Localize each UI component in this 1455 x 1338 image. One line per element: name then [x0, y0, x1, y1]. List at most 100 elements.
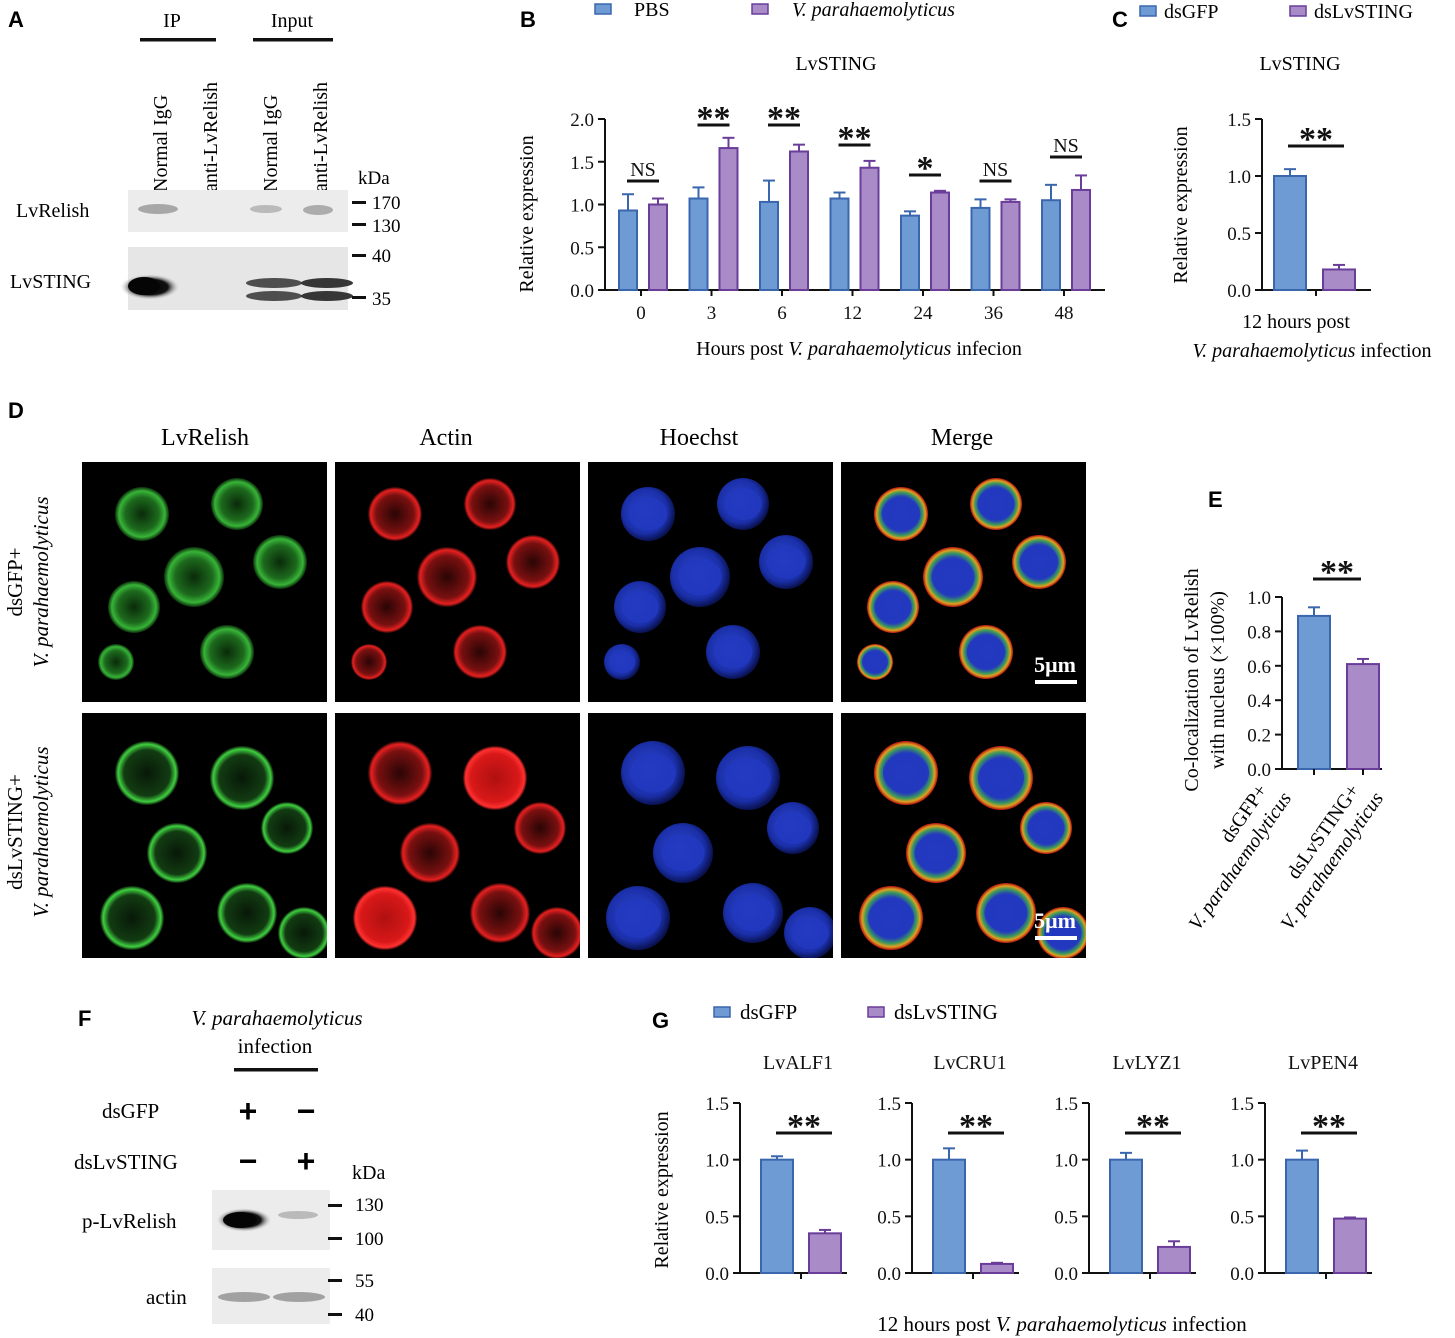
- cell: [211, 478, 263, 530]
- row-label-d2-line2: V. parahaemolyticus: [29, 746, 53, 917]
- legend-swatch-dslvsting-g: [867, 1006, 885, 1018]
- cell-nucleus: [628, 497, 668, 531]
- x-label-c-line1: 12 hours post: [1242, 311, 1350, 333]
- cell-nucleus: [874, 590, 912, 624]
- panel-letter-e: E: [1208, 487, 1223, 512]
- x-label-c-line2: V. parahaemolyticus infection: [1192, 340, 1431, 362]
- sig-b-48h: NS: [1053, 135, 1079, 157]
- panel-d: D LvRelish Actin Hoechst Merge dsGFP+ V.…: [3, 398, 1086, 958]
- row-label-d2-line1: dsLvSTING+: [3, 774, 27, 890]
- cell: [200, 625, 254, 679]
- subchart-title-lvcru1: LvCRU1: [933, 1052, 1006, 1074]
- cell-nucleus: [1044, 916, 1082, 950]
- chart-c-y-tick-label: 0.5: [1227, 224, 1251, 245]
- chart-g-lvlyz1-y-tick-label: 0.0: [1054, 1264, 1078, 1285]
- cell-nucleus: [713, 635, 753, 669]
- cell-nucleus: [609, 650, 635, 674]
- bar-g-dsgfp-lvcru1: [932, 1158, 966, 1274]
- cell: [278, 907, 327, 958]
- cell-nucleus: [966, 635, 1006, 669]
- f-sign-dsgfp-1: +: [239, 1093, 258, 1129]
- chart-g-lvcru1-y-tick-label: 1.5: [877, 1094, 901, 1115]
- panel-letter-b: B: [520, 7, 536, 32]
- bar-g-dsgfp-lvlyz1: [1109, 1158, 1143, 1274]
- scale-bar-row1: [1035, 680, 1077, 684]
- panel-a: A IP Input Normal IgG anti-LvRelish Norm…: [8, 7, 401, 310]
- cells-row1-panel1: [98, 478, 307, 680]
- chart-g-lvcru1-y-tick-label: 0.5: [877, 1207, 901, 1228]
- panel-f: F V. parahaemolyticus infection dsGFP ds…: [74, 1006, 385, 1326]
- cell-nucleus: [774, 811, 812, 845]
- cell-nucleus: [881, 497, 921, 531]
- chart-g-lvalf1-y-tick-label: 0.5: [705, 1207, 729, 1228]
- cell-nucleus: [678, 558, 722, 596]
- y-label-c: Relative expression: [1170, 126, 1192, 283]
- cell: [115, 741, 179, 805]
- panel-letter-g: G: [652, 1008, 669, 1033]
- marker-170: 170: [372, 193, 401, 214]
- cells-row2-panel4: [859, 741, 1086, 958]
- col-label-hoechst: Hoechst: [660, 425, 739, 451]
- chart-c-y-tick-label: 0.0: [1227, 281, 1251, 302]
- bar-g-dsgfp-lvpen4: [1285, 1158, 1319, 1274]
- bar-vp-24h: [930, 191, 950, 291]
- cell: [453, 625, 507, 679]
- x-tick-label-36h: 36: [984, 303, 1003, 324]
- row-label-d1-line1: dsGFP+: [3, 547, 27, 616]
- panel-letter-a: A: [8, 7, 24, 32]
- x-tick-label-0h: 0: [636, 303, 646, 324]
- cell: [147, 823, 207, 883]
- f-row-dslvsting: dsLvSTING: [74, 1150, 178, 1174]
- chart-b: 0.0 0.5 1.0 1.5 2.0 0 NS 3 ** 6 ** 12 ** 24 * 36 NS 48 NS: [570, 100, 1105, 324]
- cell: [261, 802, 313, 854]
- cell: [98, 644, 134, 680]
- scale-bar-row2: [1035, 936, 1077, 940]
- subchart-lvlyz1: LvLYZ1 0.0 0.5 1.0 1.5 **: [1054, 1052, 1196, 1285]
- chart-g-lvlyz1-y-tick-label: 1.5: [1054, 1094, 1078, 1115]
- bar-vp-6h: [789, 150, 809, 291]
- cell: [164, 547, 224, 607]
- cell-nucleus: [621, 590, 659, 624]
- sig-g-lvcru1: **: [959, 1108, 993, 1145]
- lane-label-4: anti-LvRelish: [310, 82, 332, 192]
- lane-label-3: Normal IgG: [260, 95, 282, 192]
- cell: [217, 883, 277, 943]
- f-sign-dslvsting-1: −: [239, 1143, 258, 1179]
- legend-label-dsgfp-g: dsGFP: [740, 1000, 797, 1024]
- bar-g-dslvsting-lvlyz1: [1157, 1245, 1191, 1275]
- panel-c: C dsGFP dsLvSTING LvSTING Relative expre…: [1112, 1, 1432, 362]
- subchart-lvcru1: LvCRU1 0.0 0.5 1.0 1.5 **: [877, 1052, 1019, 1285]
- panel-letter-d: D: [8, 398, 24, 423]
- bar-vp-3h: [718, 147, 739, 291]
- chart-e-y-tick-label: 1.0: [1247, 588, 1271, 609]
- cell: [368, 741, 432, 805]
- legend-swatch-dsgfp-g: [713, 1006, 731, 1018]
- cell-nucleus: [862, 650, 888, 674]
- row-label-d1-line2: V. parahaemolyticus: [29, 496, 53, 667]
- x-tick-label-6h: 6: [777, 303, 787, 324]
- marker-40-f: 40: [355, 1305, 374, 1326]
- chart-e-y-tick-label: 0.0: [1247, 760, 1271, 781]
- panel-e: E Co-localization of LvRelish with nucle…: [1181, 487, 1388, 934]
- cell-nucleus: [914, 834, 958, 872]
- cell: [353, 886, 417, 950]
- col-label-lvrelish: LvRelish: [161, 425, 249, 451]
- chart-c-y-tick-label: 1.0: [1227, 167, 1251, 188]
- bar-pbs-36h: [970, 206, 991, 291]
- x-tick-label-24h: 24: [914, 303, 934, 324]
- sig-g-lvlyz1: **: [1136, 1108, 1170, 1145]
- chart-c: 0.0 0.5 1.0 1.5 **: [1227, 110, 1371, 302]
- cells-row2-panel1: [100, 741, 327, 958]
- f-header-line1: V. parahaemolyticus: [191, 1006, 362, 1030]
- bar-pbs-0h: [618, 209, 638, 291]
- chart-e-y-tick-label: 0.6: [1247, 657, 1271, 678]
- legend-swatch-dslvsting-c: [1289, 5, 1307, 17]
- sig-b-12h: **: [838, 120, 872, 157]
- chart-e: 0.0 0.2 0.4 0.6 0.8 1.0 **: [1247, 554, 1382, 781]
- cell-nucleus: [766, 545, 806, 579]
- sig-b-6h: **: [767, 100, 801, 137]
- cell: [464, 478, 516, 530]
- lane-label-1: Normal IgG: [150, 95, 172, 192]
- chart-g-lvalf1-y-tick-label: 1.5: [705, 1094, 729, 1115]
